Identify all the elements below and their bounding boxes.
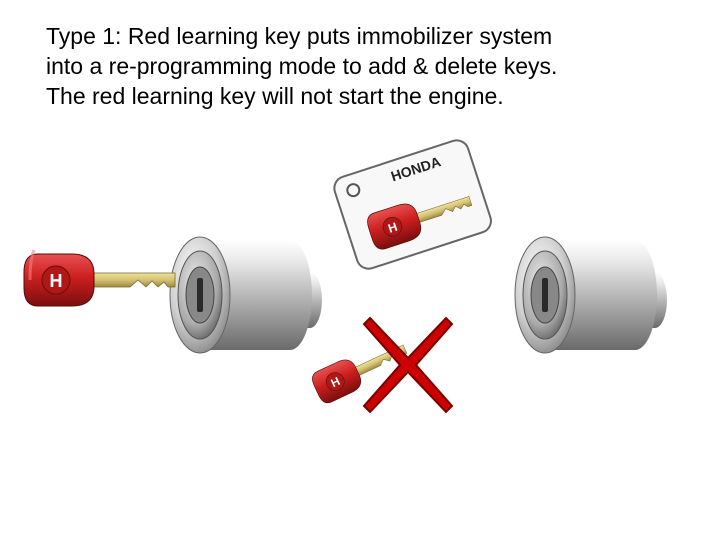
description-text: Type 1: Red learning key puts immobilize…: [46, 22, 666, 112]
svg-text:H: H: [50, 271, 63, 291]
text-line-1: Type 1: Red learning key puts immobilize…: [46, 23, 552, 49]
diagram-area: H: [0, 160, 720, 480]
x-mark-icon: [358, 310, 458, 425]
ignition-cylinder-right: [490, 200, 690, 385]
key-tag: HONDA H: [315, 123, 515, 294]
text-line-3: The red learning key will not start the …: [46, 83, 504, 109]
text-line-2: into a re-programming mode to add & dele…: [46, 53, 557, 79]
red-learning-key-left: H: [20, 240, 190, 325]
